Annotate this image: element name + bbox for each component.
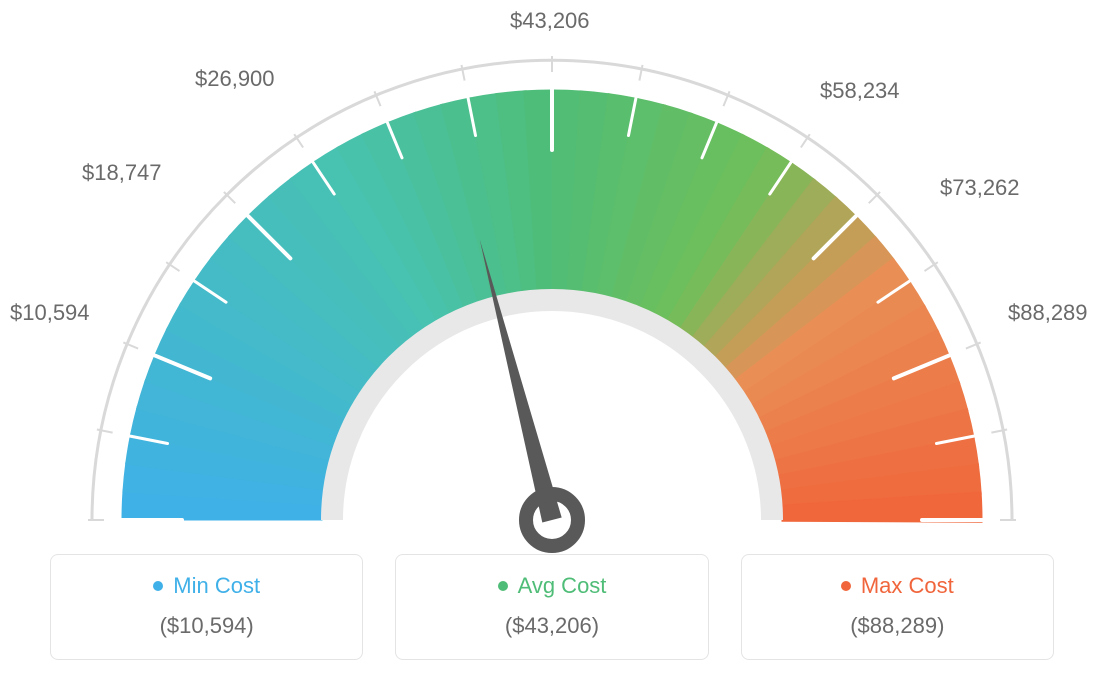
legend-card-max: Max Cost ($88,289) [741,554,1054,660]
tick-label-2: $26,900 [195,66,275,92]
chart-container: $10,594 $18,747 $26,900 $43,206 $58,234 … [0,0,1104,690]
legend-title-max: Max Cost [841,573,954,599]
legend-row: Min Cost ($10,594) Avg Cost ($43,206) Ma… [50,554,1054,660]
gauge-svg [0,20,1104,580]
tick-label-6: $88,289 [1008,300,1088,326]
tick-label-1: $18,747 [82,160,162,186]
tick-label-0: $10,594 [10,300,90,326]
legend-title-max-text: Max Cost [861,573,954,599]
tick-label-3: $43,206 [510,8,590,34]
legend-title-min: Min Cost [153,573,260,599]
legend-card-avg: Avg Cost ($43,206) [395,554,708,660]
legend-dot-avg [498,581,508,591]
legend-title-min-text: Min Cost [173,573,260,599]
legend-card-min: Min Cost ($10,594) [50,554,363,660]
legend-value-avg: ($43,206) [406,613,697,639]
legend-dot-min [153,581,163,591]
legend-value-max: ($88,289) [752,613,1043,639]
legend-value-min: ($10,594) [61,613,352,639]
legend-title-avg: Avg Cost [498,573,607,599]
legend-dot-max [841,581,851,591]
legend-title-avg-text: Avg Cost [518,573,607,599]
tick-label-4: $58,234 [820,78,900,104]
tick-label-5: $73,262 [940,175,1020,201]
gauge-chart: $10,594 $18,747 $26,900 $43,206 $58,234 … [0,0,1104,560]
